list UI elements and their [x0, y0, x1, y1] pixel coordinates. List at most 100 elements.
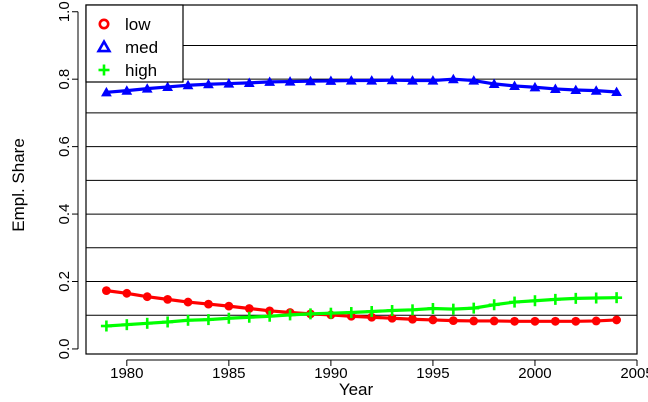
triangle-marker [182, 79, 194, 90]
x-tick-label: 1995 [416, 365, 449, 382]
triangle-marker [162, 81, 174, 91]
data-point-low [612, 315, 621, 325]
data-point-high [345, 307, 357, 319]
data-point-low [408, 314, 417, 324]
circle-marker [204, 299, 213, 309]
data-point-high [611, 292, 623, 304]
circle-marker [102, 286, 111, 296]
y-tick-label: 0.2 [56, 271, 73, 292]
data-point-high [386, 305, 398, 317]
circle-marker [530, 316, 540, 326]
data-point-high [468, 302, 480, 314]
triangle-marker [101, 86, 112, 97]
circle-marker [142, 292, 152, 302]
triangle-marker [121, 85, 133, 95]
triangle-marker [325, 75, 337, 85]
data-point-low [142, 292, 152, 302]
data-point-high [488, 299, 500, 311]
data-point-high [162, 316, 174, 328]
circle-marker [510, 316, 519, 326]
data-point-med [223, 78, 235, 88]
circle-marker [489, 316, 499, 326]
data-point-low [183, 297, 193, 307]
data-point-med [509, 80, 520, 90]
x-tick-label: 1980 [110, 365, 143, 382]
triangle-marker [366, 75, 378, 85]
circle-marker [387, 313, 397, 323]
data-point-high [223, 312, 235, 324]
series-line-low [106, 289, 617, 323]
triangle-marker [203, 78, 214, 89]
legend-label-high: high [125, 61, 157, 80]
x-tick-label: 1990 [314, 365, 347, 382]
circle-marker [98, 18, 110, 30]
data-point-med [611, 86, 622, 97]
data-point-high [447, 303, 459, 315]
data-point-low [224, 301, 234, 311]
triangle-marker [529, 81, 541, 92]
data-point-high [243, 311, 255, 323]
circle-marker [469, 316, 479, 326]
data-point-low [469, 316, 479, 326]
circle-marker [550, 316, 560, 326]
series-low [102, 286, 621, 326]
circle-marker [367, 312, 377, 322]
triangle-marker [570, 84, 582, 95]
legend-label-low: low [125, 15, 151, 34]
data-point-high [304, 308, 316, 320]
data-point-med [121, 85, 133, 95]
data-point-med [345, 75, 357, 85]
data-point-low [448, 316, 458, 326]
triangle-marker [407, 75, 418, 85]
data-point-high [509, 296, 521, 308]
triangle-marker [468, 75, 480, 85]
data-point-high [590, 292, 602, 304]
triangle-marker [386, 74, 398, 85]
y-tick-label: 0.8 [56, 69, 73, 90]
data-point-high [264, 310, 276, 322]
data-point-low [387, 313, 397, 323]
circle-marker [122, 288, 132, 298]
data-point-high [407, 304, 419, 316]
circle-marker [183, 297, 193, 307]
data-point-low [530, 316, 540, 326]
data-point-low [204, 299, 213, 309]
triangle-marker [345, 75, 357, 85]
y-tick-label: 0.6 [56, 136, 73, 157]
data-point-med [447, 73, 459, 84]
data-point-med [488, 78, 500, 88]
data-point-med [203, 78, 214, 89]
y-tick-label: 0.4 [56, 204, 73, 225]
x-tick-label: 2000 [518, 365, 551, 382]
data-point-high [121, 319, 133, 331]
triangle-marker [509, 80, 520, 90]
circle-marker [571, 316, 581, 326]
triangle-marker [305, 75, 316, 86]
series-line-med [106, 77, 617, 94]
data-point-med [243, 77, 255, 87]
triangle-marker [284, 76, 296, 86]
x-tick-label: 2005 [620, 365, 648, 382]
circle-marker [428, 315, 438, 325]
legend-entry-med: med [96, 38, 158, 57]
data-point-high [141, 317, 153, 329]
data-point-low [489, 316, 499, 326]
circle-marker [163, 294, 173, 304]
data-point-low [122, 288, 132, 298]
series-layer [100, 73, 623, 332]
triangle-marker [96, 38, 112, 53]
data-point-med [284, 76, 296, 86]
data-point-med [141, 83, 153, 93]
data-point-med [162, 81, 174, 91]
triangle-marker [488, 78, 500, 88]
plot-frame [85, 4, 638, 355]
triangle-marker [549, 83, 561, 94]
circle-marker [612, 315, 621, 325]
data-point-med [182, 79, 194, 90]
data-point-low [571, 316, 581, 326]
series-med [101, 73, 622, 97]
legend-marker-high [98, 64, 110, 76]
circle-marker [448, 316, 458, 326]
data-point-med [325, 75, 337, 85]
